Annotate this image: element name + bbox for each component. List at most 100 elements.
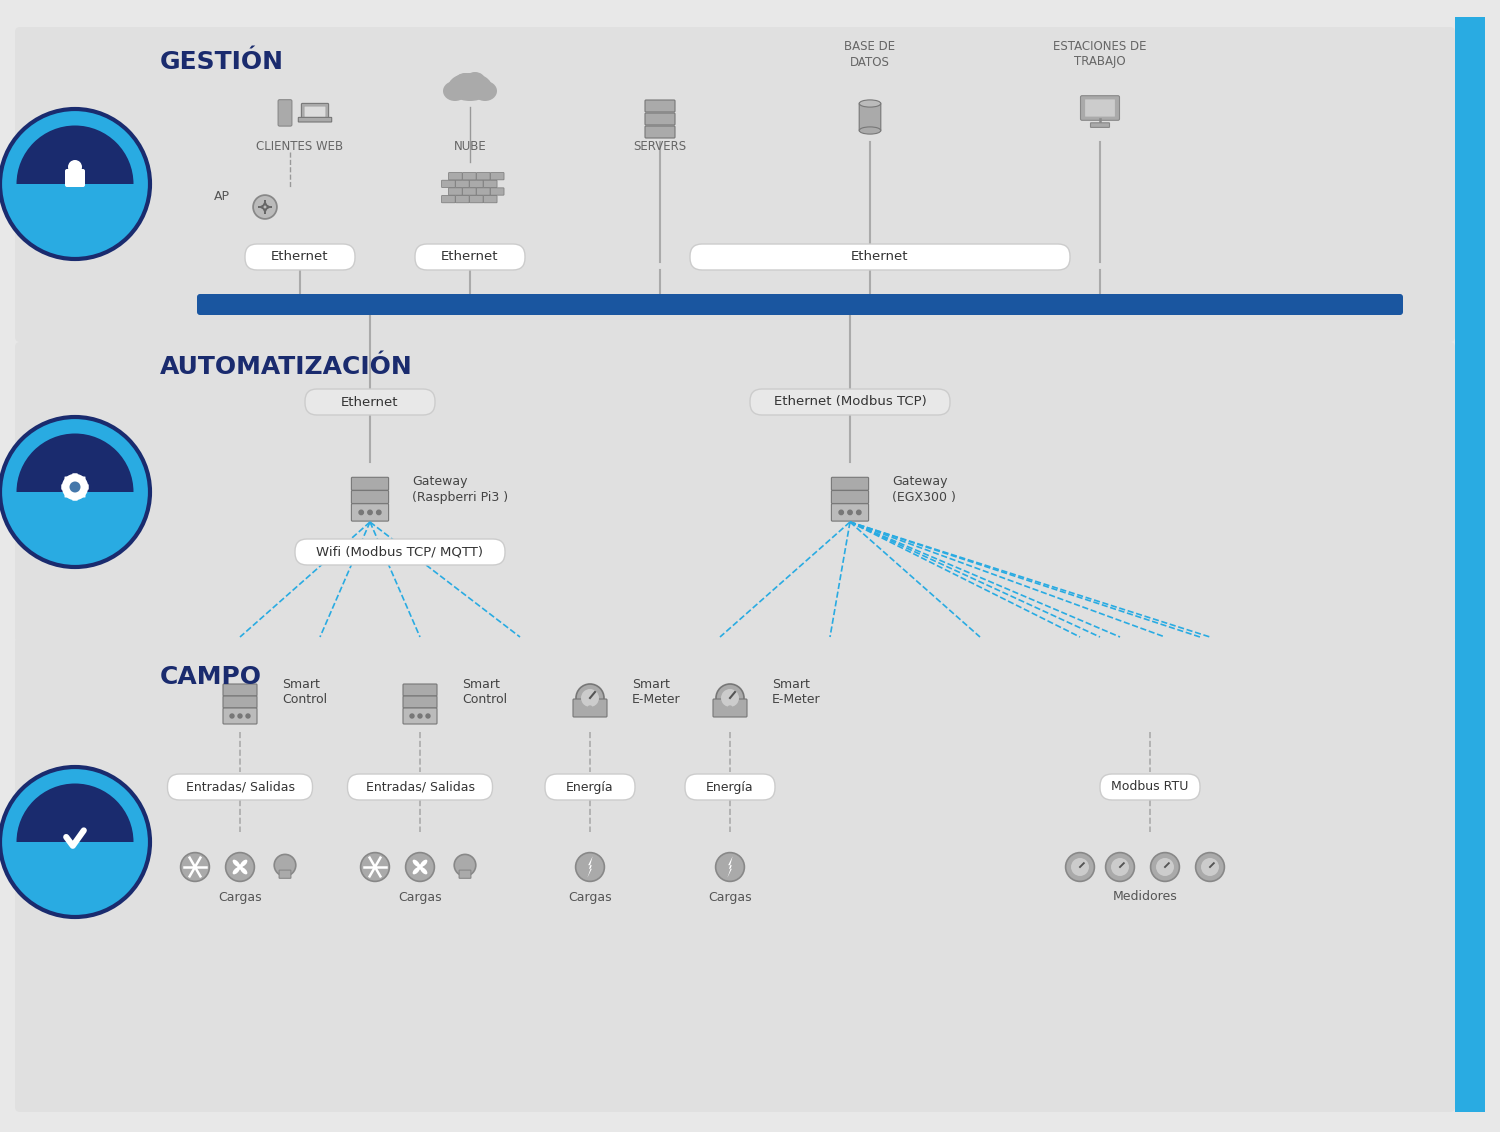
Circle shape (238, 714, 242, 718)
Circle shape (663, 131, 666, 135)
Wedge shape (16, 492, 134, 550)
FancyBboxPatch shape (298, 118, 332, 122)
Circle shape (576, 852, 604, 882)
Text: Cargas: Cargas (217, 891, 262, 903)
FancyBboxPatch shape (477, 188, 490, 195)
Circle shape (1071, 858, 1089, 876)
FancyBboxPatch shape (196, 294, 1402, 315)
FancyBboxPatch shape (416, 245, 525, 271)
Circle shape (728, 706, 732, 710)
FancyBboxPatch shape (448, 188, 462, 195)
FancyBboxPatch shape (470, 180, 483, 188)
FancyBboxPatch shape (831, 504, 868, 521)
FancyBboxPatch shape (1080, 96, 1119, 120)
Circle shape (856, 511, 861, 515)
FancyBboxPatch shape (477, 172, 490, 180)
Circle shape (254, 195, 278, 218)
Circle shape (246, 714, 250, 718)
FancyBboxPatch shape (351, 490, 388, 504)
Text: Medidores: Medidores (1113, 891, 1178, 903)
Text: CAMPO: CAMPO (160, 664, 262, 689)
FancyBboxPatch shape (1084, 100, 1114, 117)
Circle shape (274, 855, 296, 876)
FancyBboxPatch shape (456, 180, 470, 188)
Circle shape (368, 511, 372, 515)
Text: DATOS: DATOS (850, 55, 889, 69)
FancyBboxPatch shape (645, 113, 675, 125)
Ellipse shape (448, 72, 492, 101)
Polygon shape (728, 856, 732, 877)
FancyBboxPatch shape (302, 103, 328, 120)
Circle shape (716, 852, 744, 882)
FancyBboxPatch shape (1455, 17, 1485, 1112)
Circle shape (1112, 858, 1130, 876)
Text: Ethernet: Ethernet (852, 250, 909, 264)
FancyBboxPatch shape (304, 106, 326, 117)
FancyBboxPatch shape (859, 103, 880, 130)
FancyBboxPatch shape (483, 196, 496, 203)
Ellipse shape (413, 859, 420, 867)
Circle shape (69, 481, 81, 492)
FancyBboxPatch shape (690, 245, 1070, 271)
Circle shape (722, 706, 724, 710)
Wedge shape (16, 842, 134, 900)
FancyBboxPatch shape (441, 180, 454, 188)
FancyBboxPatch shape (224, 684, 256, 696)
Circle shape (62, 474, 88, 500)
FancyBboxPatch shape (15, 637, 1455, 1112)
Ellipse shape (859, 100, 880, 108)
Text: Gateway: Gateway (892, 475, 948, 489)
Text: (EGX300 ): (EGX300 ) (892, 490, 956, 504)
FancyBboxPatch shape (1090, 122, 1110, 128)
FancyBboxPatch shape (483, 180, 496, 188)
Circle shape (839, 511, 843, 515)
FancyBboxPatch shape (490, 188, 504, 195)
FancyBboxPatch shape (462, 172, 476, 180)
FancyBboxPatch shape (62, 484, 66, 490)
Ellipse shape (442, 82, 466, 101)
Circle shape (410, 714, 414, 718)
Ellipse shape (859, 127, 880, 134)
Ellipse shape (232, 859, 240, 867)
Text: Ethernet (Modbus TCP): Ethernet (Modbus TCP) (774, 395, 927, 409)
FancyBboxPatch shape (1100, 774, 1200, 800)
Text: Entradas/ Salidas: Entradas/ Salidas (366, 780, 474, 794)
Circle shape (1065, 852, 1095, 882)
FancyBboxPatch shape (278, 100, 292, 126)
FancyBboxPatch shape (279, 871, 291, 878)
Circle shape (358, 511, 363, 515)
Circle shape (0, 109, 150, 259)
FancyBboxPatch shape (348, 774, 492, 800)
FancyBboxPatch shape (296, 539, 506, 565)
FancyBboxPatch shape (80, 492, 86, 497)
FancyBboxPatch shape (573, 698, 608, 717)
Text: Smart
E-Meter: Smart E-Meter (772, 678, 820, 706)
Ellipse shape (413, 867, 420, 874)
FancyBboxPatch shape (456, 196, 470, 203)
Text: Entradas/ Salidas: Entradas/ Salidas (186, 780, 294, 794)
FancyBboxPatch shape (168, 774, 312, 800)
Text: CLIENTES WEB: CLIENTES WEB (256, 140, 344, 154)
Circle shape (0, 417, 150, 567)
Circle shape (580, 689, 598, 708)
FancyBboxPatch shape (15, 342, 1455, 642)
FancyBboxPatch shape (470, 196, 483, 203)
Text: Cargas: Cargas (398, 891, 442, 903)
Circle shape (419, 714, 422, 718)
Circle shape (1106, 852, 1134, 882)
FancyBboxPatch shape (351, 478, 388, 490)
Ellipse shape (454, 72, 476, 89)
Ellipse shape (472, 82, 496, 101)
Text: Smart
Control: Smart Control (462, 678, 507, 706)
Circle shape (596, 706, 598, 710)
Circle shape (716, 684, 744, 712)
FancyBboxPatch shape (351, 504, 388, 521)
Wedge shape (16, 126, 134, 185)
FancyBboxPatch shape (80, 477, 86, 482)
Circle shape (1202, 858, 1219, 876)
Circle shape (669, 131, 672, 135)
Circle shape (1196, 852, 1224, 882)
Circle shape (847, 511, 852, 515)
Text: Modbus RTU: Modbus RTU (1112, 780, 1188, 794)
Circle shape (376, 511, 381, 515)
